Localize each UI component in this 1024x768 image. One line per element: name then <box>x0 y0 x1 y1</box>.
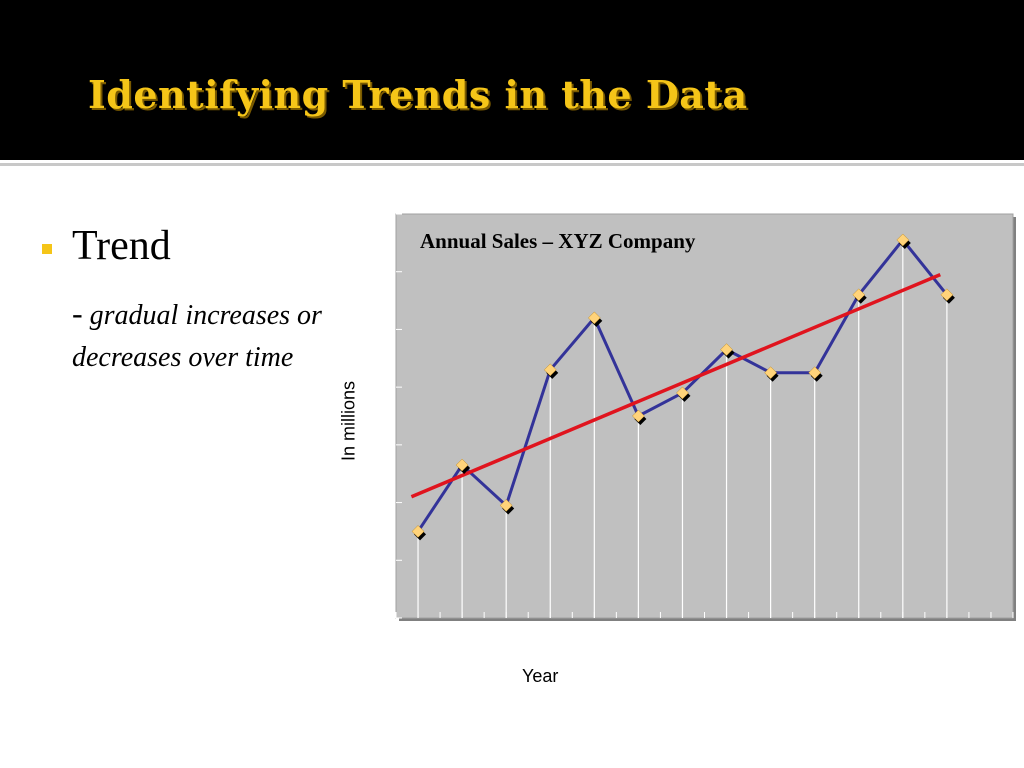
x-axis-label: Year <box>522 666 559 686</box>
bullet-description: - gradual increases or decreases over ti… <box>72 292 322 379</box>
chart-title: Annual Sales – XYZ Company <box>420 229 696 253</box>
data-point-marker <box>676 386 689 400</box>
slide-title: Identifying Trends in the Data <box>88 72 748 117</box>
plot-background <box>395 213 1014 619</box>
y-axis-label: In millions <box>338 380 359 462</box>
data-point <box>852 288 867 304</box>
bullet-description-text: gradual increases or decreases over time <box>72 300 322 373</box>
data-point-marker <box>632 409 645 423</box>
data-point <box>587 311 603 327</box>
data-point <box>632 409 647 425</box>
data-point <box>499 499 515 515</box>
data-point-marker <box>411 525 425 538</box>
data-point-marker <box>764 366 777 380</box>
bullet-square-icon <box>42 244 52 254</box>
data-point <box>896 233 911 249</box>
data-point <box>411 525 427 541</box>
data-point-marker <box>499 499 513 512</box>
axis-ticks <box>395 213 1014 619</box>
data-point <box>720 343 735 359</box>
data-point <box>676 386 691 402</box>
bullet-heading: Trend <box>72 223 171 269</box>
data-point <box>808 366 823 382</box>
data-point-marker <box>852 288 866 302</box>
data-point <box>940 288 955 304</box>
data-point-marker <box>808 366 822 380</box>
data-point <box>543 363 559 379</box>
divider <box>0 163 1024 166</box>
data-point-marker <box>720 343 733 356</box>
data-markers <box>411 233 955 541</box>
data-point-marker <box>896 233 910 247</box>
data-point <box>764 366 779 382</box>
title-bar <box>0 0 1024 160</box>
data-point-marker <box>455 458 469 472</box>
data-point-marker <box>543 363 557 377</box>
data-point <box>455 458 471 475</box>
trend-line-segment <box>410 272 941 499</box>
plot-area <box>395 213 1016 621</box>
bullet-dash: - <box>72 295 83 331</box>
trend-line <box>410 272 941 499</box>
gridlines <box>417 239 948 618</box>
data-point-marker <box>940 288 954 302</box>
data-point-marker <box>587 311 601 325</box>
